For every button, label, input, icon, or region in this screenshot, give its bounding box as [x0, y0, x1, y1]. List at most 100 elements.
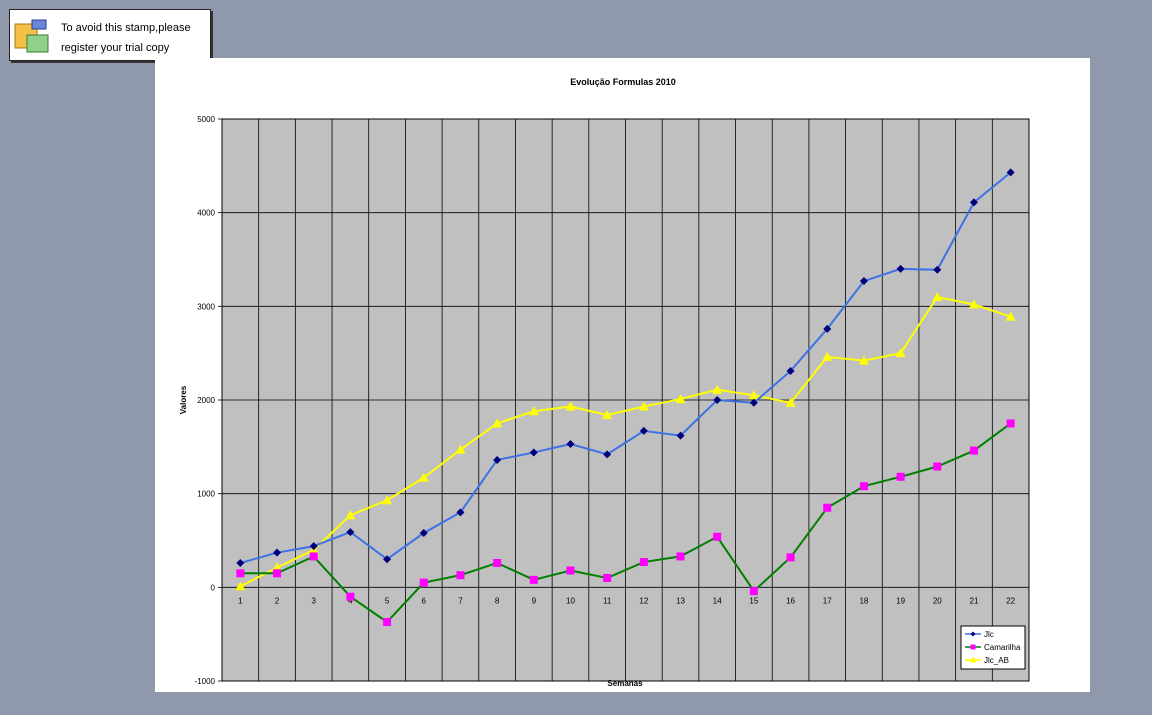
data-point	[383, 555, 392, 564]
data-point	[896, 472, 905, 481]
data-point	[1006, 419, 1015, 428]
data-point	[565, 401, 576, 411]
data-point	[859, 277, 868, 286]
plot-border	[221, 118, 1030, 682]
data-point	[528, 406, 539, 416]
data-point	[933, 462, 942, 471]
data-point	[1006, 168, 1015, 177]
data-point	[969, 198, 978, 207]
data-point	[859, 482, 868, 491]
legend-item: Jlc	[965, 630, 994, 639]
chart-title: Evolução Formulas 2010	[570, 77, 676, 87]
data-point	[418, 472, 429, 482]
data-point	[822, 351, 833, 361]
legend-item: Jlc_AB	[965, 656, 1009, 665]
data-point	[675, 394, 686, 404]
data-point	[676, 552, 685, 561]
data-point	[566, 440, 575, 449]
line-chart: Evolução Formulas 2010 -1000 0 1000 2000 300…	[179, 77, 1030, 688]
data-point	[713, 532, 722, 541]
series-line	[240, 422, 1012, 624]
data-point	[749, 587, 758, 596]
stamp-line-2: register your trial copy	[61, 42, 170, 54]
y-tick-label: 3000	[197, 302, 215, 311]
x-tick-label: 19	[896, 596, 905, 605]
data-point	[639, 426, 648, 435]
series-camarilha	[236, 419, 1015, 626]
chart-panel: Evolução Formulas 2010 -1000 0 1000 2000 300…	[155, 58, 1090, 692]
x-tick-label: 1	[238, 596, 243, 605]
data-point	[895, 348, 906, 358]
data-point	[748, 390, 759, 400]
trial-stamp-icon	[14, 19, 49, 53]
data-point	[346, 528, 355, 537]
data-point	[493, 558, 502, 567]
data-point	[456, 508, 465, 517]
data-point	[456, 571, 465, 580]
data-point	[419, 529, 428, 538]
x-axis-label: Semanas	[607, 679, 643, 688]
y-tick-label: 1000	[197, 490, 215, 499]
data-point	[785, 397, 796, 407]
data-point	[529, 448, 538, 457]
data-point	[823, 503, 832, 512]
data-point	[676, 431, 685, 440]
x-tick-label: 11	[603, 596, 612, 605]
data-point	[968, 299, 979, 309]
legend-marker	[969, 656, 977, 663]
data-point	[786, 553, 795, 562]
data-point	[455, 444, 466, 454]
x-tick-label: 20	[933, 596, 942, 605]
data-point	[603, 450, 612, 459]
data-point	[529, 575, 538, 584]
legend-marker	[970, 631, 976, 637]
x-tick-label: 12	[639, 596, 648, 605]
data-point	[273, 548, 282, 557]
x-tick-label: 7	[458, 596, 463, 605]
x-tick-label: 21	[970, 596, 979, 605]
y-tick-label: 4000	[197, 209, 215, 218]
data-point	[786, 366, 795, 375]
data-point	[638, 401, 649, 411]
data-point	[235, 581, 246, 591]
x-tick-label: 22	[1006, 596, 1015, 605]
data-point	[896, 264, 905, 273]
data-point	[712, 384, 723, 394]
series-line	[239, 295, 1011, 588]
legend-label: Jlc	[984, 630, 994, 639]
data-point	[236, 558, 245, 567]
data-point	[823, 324, 832, 333]
legend-item: Camarilha	[965, 643, 1021, 652]
x-tick-label: 4	[348, 596, 353, 605]
data-point	[345, 510, 356, 520]
data-point	[566, 566, 575, 575]
y-tick-label: 0	[211, 583, 216, 592]
x-tick-label: 9	[532, 596, 537, 605]
y-axis-tick-labels: -1000 0 1000 2000 3000 4000 5000	[195, 115, 216, 686]
data-point	[602, 409, 613, 419]
series-line	[240, 171, 1012, 564]
y-axis-label: Valores	[179, 385, 188, 414]
data-point	[932, 291, 943, 301]
legend-marker	[970, 644, 976, 650]
x-tick-label: 17	[823, 596, 832, 605]
data-point	[603, 573, 612, 582]
data-point	[382, 495, 393, 505]
legend-label: Camarilha	[984, 643, 1021, 652]
data-point	[383, 617, 392, 626]
x-axis-tick-labels: 1 2 3 4 5 6 7 8 9 10 11 12 13 14 15 16 17 18 19 20 21 22	[238, 596, 1016, 605]
x-tick-label: 5	[385, 596, 390, 605]
trial-stamp: To avoid this stamp,please register your…	[9, 9, 211, 61]
x-tick-label: 14	[713, 596, 722, 605]
data-point	[639, 558, 648, 567]
data-point	[309, 552, 318, 561]
y-tick-label: -1000	[195, 677, 216, 686]
data-point	[346, 592, 355, 601]
series-group	[235, 168, 1016, 626]
x-tick-label: 18	[859, 596, 868, 605]
data-point	[419, 578, 428, 587]
x-tick-label: 15	[749, 596, 758, 605]
data-point	[492, 418, 503, 428]
series-jlc	[236, 168, 1015, 567]
data-point	[1005, 311, 1016, 321]
